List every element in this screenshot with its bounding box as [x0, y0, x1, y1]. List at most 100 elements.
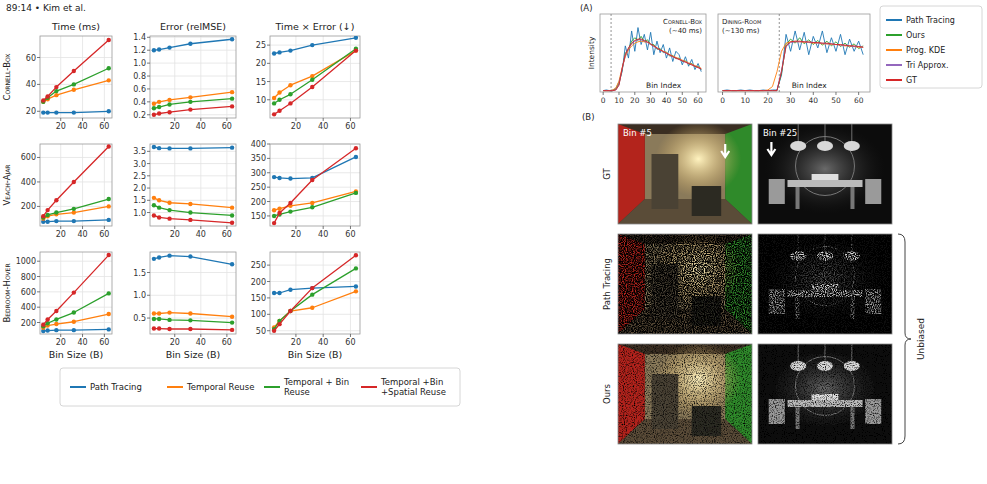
scene-image: [618, 344, 752, 444]
y-tick-label: 600: [21, 288, 36, 297]
grid-line: [40, 307, 112, 308]
y-tick: [267, 201, 270, 202]
image-frame: [758, 344, 892, 444]
data-point: [272, 291, 276, 295]
scene-image: [618, 124, 752, 224]
x-tick: [82, 118, 83, 121]
grid-line: [104, 252, 105, 334]
data-point: [188, 210, 192, 214]
y-tick-label: 60: [26, 54, 36, 63]
x-tick-label: 40: [318, 230, 328, 239]
legend-box: [880, 6, 982, 88]
row-label: Veach-Ajar: [2, 165, 12, 206]
scene-shape: [758, 234, 892, 334]
grid-line: [150, 163, 236, 164]
text-line: Temporal +Bin: [380, 377, 443, 387]
data-point: [157, 111, 161, 115]
y-tick-label: 0.8: [133, 72, 146, 81]
grid-line: [270, 99, 360, 100]
x-tick: [698, 92, 699, 95]
grid-line: [40, 276, 112, 277]
image-frame: [618, 234, 752, 334]
scene: [758, 344, 892, 444]
y-tick-label: 400: [251, 140, 266, 149]
plot-area: [272, 253, 358, 333]
x-tick: [82, 334, 83, 337]
series-line: [723, 31, 864, 91]
row-label: Bedroom-Hover: [2, 263, 12, 322]
x-tick-label: 20: [56, 230, 66, 239]
x-tick-label: 0: [601, 96, 606, 105]
data-point: [230, 262, 234, 266]
x-tick-label: 60: [345, 338, 355, 347]
y-tick: [37, 291, 40, 292]
data-point: [188, 327, 192, 331]
row-label: Cornell-Box: [2, 54, 12, 101]
data-point: [188, 202, 192, 206]
data-point: [272, 101, 276, 105]
grid-line: [270, 172, 360, 173]
grid-line: [150, 188, 236, 189]
data-point: [157, 100, 161, 104]
series-line: [154, 106, 232, 114]
data-point: [107, 327, 111, 331]
plot-frame: [40, 36, 112, 118]
plot-area: [41, 253, 111, 333]
scene-shape: [817, 141, 833, 151]
grid-line: [60, 36, 61, 118]
data-point: [230, 328, 234, 332]
x-tick: [323, 226, 324, 229]
data-point: [167, 216, 171, 220]
data-point: [272, 208, 276, 212]
data-point: [152, 113, 156, 117]
data-point: [277, 98, 281, 102]
y-tick-label: 1.5: [133, 196, 146, 205]
data-point: [188, 100, 192, 104]
y-tick-label: 3.5: [133, 147, 146, 156]
series-line: [274, 286, 356, 293]
data-point: [152, 106, 156, 110]
text-line: Temporal Reuse: [186, 382, 254, 392]
scene-shape: [844, 141, 860, 151]
scene-shape: [758, 124, 892, 224]
series-line: [43, 146, 108, 216]
scene-shape: [798, 124, 799, 142]
data-point: [72, 207, 76, 211]
grid-line: [82, 144, 83, 226]
plot-frame: [40, 252, 112, 334]
y-tick: [267, 330, 270, 331]
y-tick-label: 150: [251, 212, 266, 221]
y-tick-label: 1.5: [133, 269, 146, 278]
grid-line: [270, 158, 360, 159]
series-line: [723, 38, 864, 91]
data-point: [41, 323, 45, 327]
data-point: [72, 219, 76, 223]
x-tick: [104, 118, 105, 121]
grid-line: [226, 36, 227, 118]
data-point: [54, 198, 58, 202]
scene-shape: [851, 234, 852, 252]
legend-swatch: [886, 34, 902, 36]
row-label: GT: [602, 167, 612, 179]
plot-frame: [150, 144, 236, 226]
scene-shape: [769, 179, 785, 204]
y-tick-label: 200: [21, 202, 36, 211]
grid-line: [174, 144, 175, 226]
series-line: [43, 40, 108, 100]
x-tick-label: 40: [318, 122, 328, 131]
x-axis-title: Bin Index: [792, 81, 828, 90]
x-tick: [295, 334, 296, 337]
y-tick-label: 200: [251, 278, 266, 287]
text-line: +Spatial Reuse: [381, 387, 446, 397]
y-tick-label: 600: [21, 153, 36, 162]
row-label: Path Tracing: [602, 258, 612, 310]
x-tick: [60, 334, 61, 337]
y-tick: [147, 88, 150, 89]
data-point: [354, 48, 358, 52]
x-tick: [650, 92, 651, 95]
grid-line: [270, 297, 360, 298]
data-point: [167, 102, 171, 106]
data-point: [152, 257, 156, 261]
scene: [618, 124, 752, 224]
plot-area: [152, 37, 235, 117]
